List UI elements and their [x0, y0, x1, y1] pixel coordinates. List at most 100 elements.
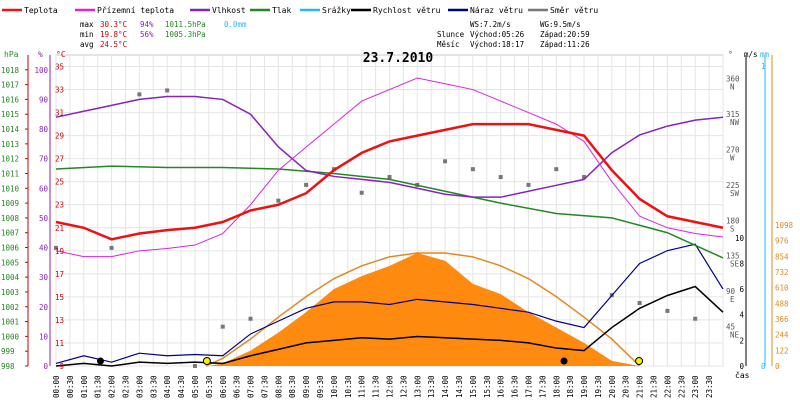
hpa-tick-label: 1009: [1, 199, 19, 208]
pct-tick-label: 70: [39, 155, 49, 164]
time-tick-label: 16:30: [511, 375, 520, 398]
mm-unit: mm: [760, 50, 770, 59]
stats-pressure: 1011.5hPa: [165, 20, 206, 29]
pct-tick-label: 0: [43, 362, 48, 371]
dir-tick-compass: S: [730, 224, 735, 233]
time-tick-label: 00:00: [52, 375, 61, 398]
rad-tick-label: 488: [775, 299, 789, 308]
stats-temp: 30.3°C: [100, 20, 127, 29]
time-tick-label: 16:00: [497, 375, 506, 398]
stats-row-label: max: [80, 20, 94, 29]
stats-humidity: 56%: [140, 30, 154, 39]
moon-rise: Východ:18:17: [470, 40, 524, 49]
time-tick-label: 09:00: [302, 375, 311, 398]
stats-temp: 24.5°C: [100, 40, 127, 49]
rad-tick-label: 122: [775, 346, 789, 355]
legend-label: Vlhkost: [212, 6, 246, 15]
time-tick-label: 12:30: [399, 375, 408, 398]
pct-tick-label: 60: [39, 184, 49, 193]
time-tick-label: 15:30: [483, 375, 492, 398]
wind-direction-point: [359, 190, 364, 195]
dir-tick-label: 270: [726, 145, 740, 154]
rad-tick-label: 854: [775, 252, 789, 261]
dir-tick-label: 45: [726, 323, 735, 332]
hpa-tick-label: 999: [1, 347, 15, 356]
time-tick-label: 10:00: [330, 375, 339, 398]
time-tick-label: 14:00: [441, 375, 450, 398]
sun-rise: Východ:05:26: [470, 30, 525, 39]
time-tick-label: 10:30: [344, 375, 353, 398]
time-tick-label: 17:00: [524, 375, 533, 398]
ms-tick-label: 4: [739, 311, 744, 320]
temp-tick-label: 29: [55, 132, 64, 141]
sun-set: Západ:20:59: [540, 30, 590, 39]
wind-direction-point: [443, 159, 448, 164]
pct-tick-label: 40: [39, 244, 49, 253]
wind-direction-point: [693, 316, 698, 321]
time-tick-label: 03:30: [149, 375, 158, 398]
time-tick-label: 08:00: [274, 375, 283, 398]
wind-direction-point: [54, 245, 58, 250]
hpa-tick-label: 1016: [1, 95, 20, 104]
temp-tick-label: 27: [55, 155, 64, 164]
dir-tick-label: 135: [726, 252, 740, 261]
time-tick-label: 04:00: [163, 375, 172, 398]
ms-tick-label: 10: [735, 234, 745, 243]
hpa-tick-label: 1017: [1, 81, 19, 90]
degc-unit: °C: [56, 50, 66, 59]
rad-tick-label: 976: [775, 237, 789, 246]
wind-direction-point: [554, 167, 559, 172]
time-tick-label: 14:30: [455, 375, 464, 398]
theoretical-radiation-line: [205, 252, 641, 367]
legend-label: Srážky: [322, 6, 351, 15]
wind-direction-point: [304, 182, 309, 187]
time-tick-label: 18:30: [566, 375, 575, 398]
time-tick-label: 08:30: [288, 375, 297, 398]
time-tick-label: 09:30: [316, 375, 325, 398]
rad-tick-label: 732: [775, 268, 789, 277]
time-tick-label: 23:00: [691, 375, 700, 398]
ms-unit: m/s: [744, 50, 758, 59]
wind-direction-point: [220, 324, 225, 329]
time-tick-label: 18:00: [552, 375, 561, 398]
wind-direction-point: [637, 301, 642, 306]
time-tick-label: 06:00: [219, 375, 228, 398]
time-tick-label: 11:00: [358, 375, 367, 398]
time-tick-label: 07:00: [247, 375, 256, 398]
dir-tick-compass: SE: [730, 260, 740, 269]
legend-label: Teplota: [24, 6, 58, 15]
stats-row-label: avg: [80, 40, 94, 49]
pct-tick-label: 90: [39, 95, 49, 104]
time-tick-label: 07:30: [260, 375, 269, 398]
time-tick-label: 05:00: [191, 375, 200, 398]
dir-tick-compass: N: [730, 83, 735, 92]
legend-label: Tlak: [272, 6, 291, 15]
wind-speed-avg: WS:7.2m/s: [470, 20, 511, 29]
time-tick-label: 12:00: [386, 375, 395, 398]
time-tick-label: 06:30: [233, 375, 242, 398]
dir-tick-compass: E: [730, 295, 735, 304]
hpa-tick-label: 1018: [1, 66, 20, 75]
rad-tick-label: 610: [775, 284, 789, 293]
legend-label: Rychlost větru: [373, 6, 441, 15]
wind-direction-point: [109, 245, 114, 250]
hpa-tick-label: 1004: [1, 273, 20, 282]
pct-tick-label: 80: [39, 125, 49, 134]
temp-tick-label: 15: [55, 293, 64, 302]
wind-direction-point: [526, 182, 531, 187]
sun-label: Slunce: [437, 30, 465, 39]
time-tick-label: 04:30: [177, 375, 186, 398]
time-tick-label: 15:00: [469, 375, 478, 398]
temp-tick-label: 35: [55, 63, 64, 72]
deg-unit: °: [728, 50, 733, 59]
time-tick-label: 21:00: [636, 375, 645, 398]
ms-tick-label: 6: [739, 285, 744, 294]
wind-direction-point: [498, 175, 503, 180]
time-tick-label: 02:30: [121, 375, 130, 398]
humidity-line: [55, 95, 724, 198]
hpa-tick-label: 1000: [1, 332, 20, 341]
time-tick-label: 03:00: [135, 375, 144, 398]
wind-direction-point: [665, 308, 670, 313]
temp-tick-label: 31: [55, 109, 64, 118]
time-tick-label: 02:00: [108, 375, 117, 398]
